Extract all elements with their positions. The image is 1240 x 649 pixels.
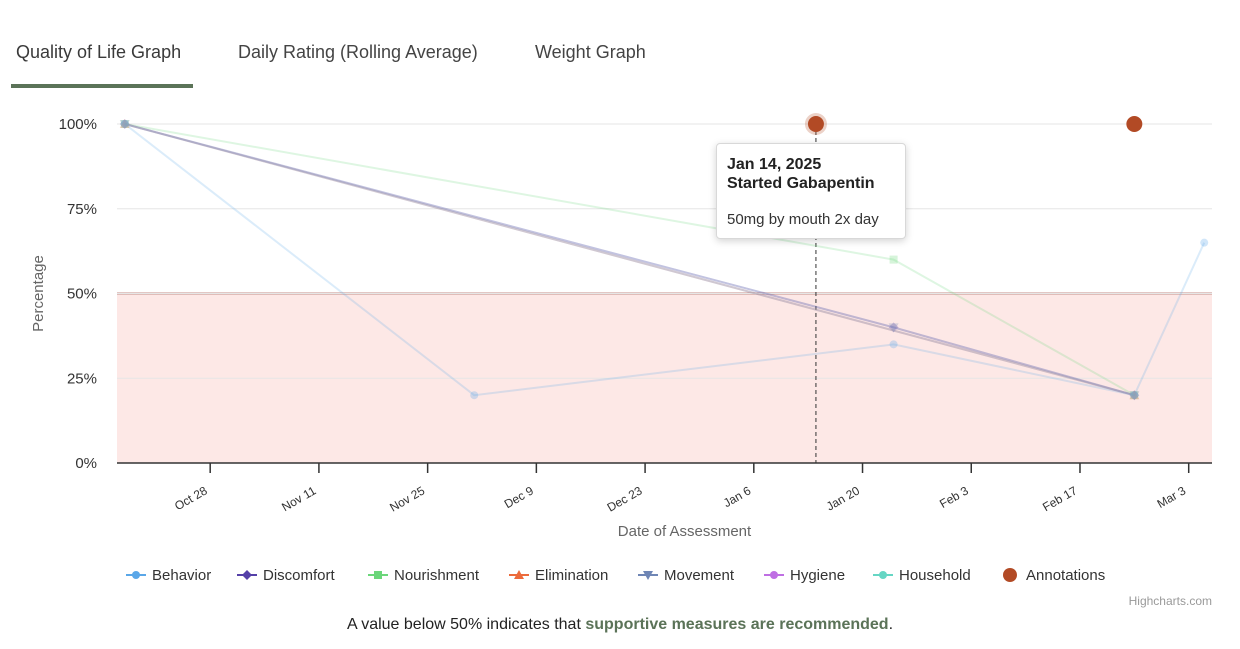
footer-note: A value below 50% indicates that support… xyxy=(0,616,1240,634)
legend-symbol xyxy=(1003,568,1017,582)
legend-marker xyxy=(132,571,140,579)
highcharts-credits[interactable]: Highcharts.com xyxy=(1128,594,1212,608)
quality-of-life-chart: 0% 25% 50% 75% 100% Percentage Oct 28 Nov 11 Nov… xyxy=(30,113,1212,584)
data-point-behavior xyxy=(1200,238,1209,247)
y-tick-label: 0% xyxy=(75,455,97,472)
series-line-behavior xyxy=(124,123,1206,397)
x-tick-label: Nov 11 xyxy=(279,483,318,514)
data-point-behavior xyxy=(120,120,129,128)
data-point-behavior xyxy=(1130,391,1139,400)
y-tick-label: 100% xyxy=(59,116,97,133)
legend-label: Household xyxy=(899,567,971,584)
y-tick-label: 50% xyxy=(67,286,97,303)
x-tick-label: Dec 9 xyxy=(502,483,536,511)
series-line-hygiene xyxy=(124,123,1135,397)
legend-item-hygiene[interactable]: Hygiene xyxy=(764,567,845,584)
legend-marker xyxy=(242,570,252,580)
data-point-household xyxy=(120,120,129,128)
legend-label: Discomfort xyxy=(263,567,336,584)
series-line-nourishment xyxy=(124,123,1135,397)
data-point-elimination xyxy=(1129,390,1140,400)
legend-label: Elimination xyxy=(535,567,608,584)
x-tick-label: Feb 3 xyxy=(937,483,971,511)
x-axis-title: Date of Assessment xyxy=(618,523,752,540)
x-tick-label: Oct 28 xyxy=(172,483,210,513)
data-point-discomfort xyxy=(888,322,899,333)
legend-item-discomfort[interactable]: Discomfort xyxy=(237,567,336,584)
tab-weight-graph[interactable]: Weight Graph xyxy=(535,42,646,62)
data-point-discomfort xyxy=(119,119,130,129)
legend-item-household[interactable]: Household xyxy=(873,567,971,584)
legend-item-annotations[interactable]: Annotations xyxy=(1003,567,1105,584)
tab-quality-of-life-graph[interactable]: Quality of Life Graph xyxy=(16,42,182,62)
legend-label: Annotations xyxy=(1026,567,1105,584)
legend-label: Movement xyxy=(664,567,735,584)
data-point-discomfort xyxy=(1129,390,1140,401)
data-point-behavior xyxy=(889,340,898,349)
legend-item-movement[interactable]: Movement xyxy=(638,567,735,584)
x-tick-label: Mar 3 xyxy=(1155,483,1189,511)
legend-marker xyxy=(514,570,524,579)
tab-daily-rating[interactable]: Daily Rating (Rolling Average) xyxy=(238,42,478,62)
legend-item-elimination[interactable]: Elimination xyxy=(509,567,608,584)
data-point-household xyxy=(1130,391,1139,400)
active-tab-indicator xyxy=(11,84,193,88)
data-point-movement xyxy=(1129,391,1140,401)
series-line-discomfort xyxy=(124,123,1135,397)
series-line-elimination xyxy=(124,123,1135,397)
tooltip-body: 50mg by mouth 2x day xyxy=(727,211,879,228)
data-point-nourishment xyxy=(1130,391,1139,400)
legend-marker xyxy=(374,571,382,579)
x-tick-label: Nov 25 xyxy=(387,483,427,514)
y-axis-title: Percentage xyxy=(30,255,47,332)
data-point-elimination xyxy=(119,119,130,128)
legend-label: Nourishment xyxy=(394,567,480,584)
tooltip-title: Started Gabapentin xyxy=(727,175,875,192)
annotation-point xyxy=(1126,116,1143,132)
annotation-tooltip: Jan 14, 2025 Started Gabapentin 50mg by … xyxy=(716,143,906,239)
data-point-behavior xyxy=(470,391,479,400)
data-point-hygiene xyxy=(1130,391,1139,400)
series-line-household xyxy=(124,123,1135,397)
legend-label: Behavior xyxy=(152,567,211,584)
x-tick-label: Jan 6 xyxy=(721,483,754,510)
tooltip-date: Jan 14, 2025 xyxy=(727,156,822,173)
legend-marker xyxy=(879,571,887,579)
legend-marker xyxy=(643,571,653,580)
footer-suffix: . xyxy=(888,616,894,633)
x-tick-label: Feb 17 xyxy=(1040,483,1080,514)
x-tick-label: Dec 23 xyxy=(605,483,645,514)
legend-item-nourishment[interactable]: Nourishment xyxy=(368,567,480,584)
data-point-movement xyxy=(888,323,899,333)
data-point-hygiene xyxy=(120,120,129,128)
data-point-nourishment xyxy=(120,120,129,128)
data-point-movement xyxy=(119,120,130,129)
annotation-point xyxy=(807,116,824,132)
legend-item-behavior[interactable]: Behavior xyxy=(126,567,211,584)
tab-bar: Quality of Life Graph Daily Rating (Roll… xyxy=(0,0,1240,90)
footer-prefix: A value below 50% indicates that xyxy=(346,616,586,633)
data-point-nourishment xyxy=(889,255,898,264)
legend-label: Hygiene xyxy=(790,567,845,584)
legend-marker xyxy=(770,571,778,579)
y-tick-label: 25% xyxy=(67,370,97,387)
footer-emphasis: supportive measures are recommended xyxy=(585,616,889,633)
series-line-movement xyxy=(124,123,1135,397)
y-tick-label: 75% xyxy=(67,201,97,218)
x-tick-label: Jan 20 xyxy=(824,483,862,513)
